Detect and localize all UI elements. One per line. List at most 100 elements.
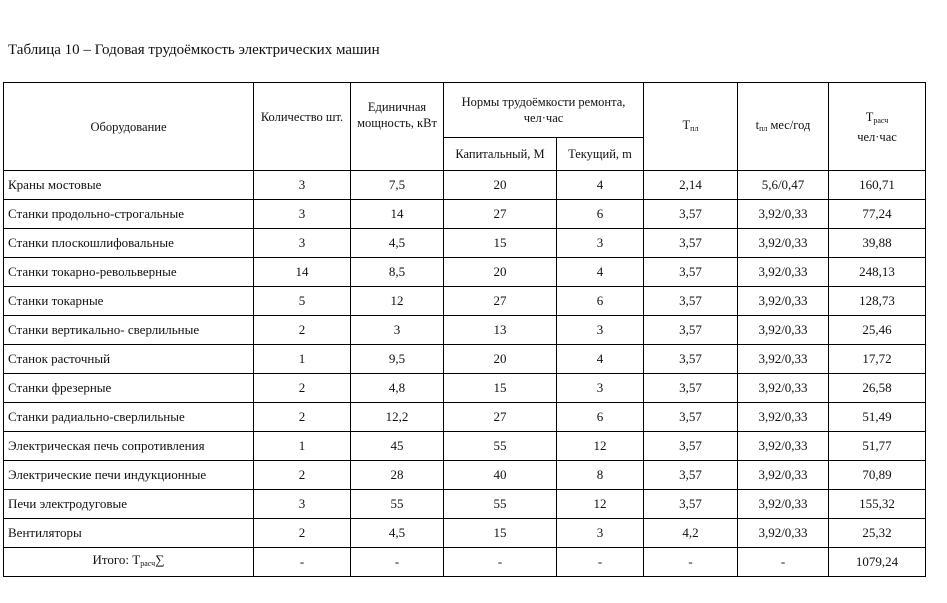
table-row: Электрическая печь сопротивления 1 45 55 12 3… xyxy=(3,431,926,461)
table-cell: 12 xyxy=(556,431,644,461)
table-cell: 3,92/0,33 xyxy=(737,315,829,345)
table-cell: 3,92/0,33 xyxy=(737,518,829,548)
table-row: Краны мостовые 3 7,5 20 4 2,14 5,6/0,47 160,71 xyxy=(3,170,926,200)
table-cell: 155,32 xyxy=(828,489,926,519)
table-cell: 7,5 xyxy=(350,170,444,200)
text: T xyxy=(865,109,874,124)
table-cell: 26,58 xyxy=(828,373,926,403)
table-cell: 20 xyxy=(443,344,557,374)
table-cell: 17,72 xyxy=(828,344,926,374)
table-cell: 27 xyxy=(443,199,557,229)
table-row: Вентиляторы 2 4,5 15 3 4,2 3,92/0,33 25,32 xyxy=(3,518,926,548)
table-cell: 3,57 xyxy=(643,402,738,432)
table-cell: 3,57 xyxy=(643,199,738,229)
table-cell: 3 xyxy=(556,518,644,548)
table-cell: - xyxy=(556,547,644,577)
table-cell: 3,57 xyxy=(643,315,738,345)
subscript: расч xyxy=(873,115,889,125)
table-cell: Электрическая печь сопротивления xyxy=(3,431,254,461)
table-cell: 3,57 xyxy=(643,286,738,316)
table-cell: 3,92/0,33 xyxy=(737,373,829,403)
table-cell: 3,92/0,33 xyxy=(737,257,829,287)
table-cell: Станок расточный xyxy=(3,344,254,374)
text: Итого: T xyxy=(92,552,141,567)
table-cell: Краны мостовые xyxy=(3,170,254,200)
subscript: пл xyxy=(690,123,699,133)
table-cell: 3,92/0,33 xyxy=(737,431,829,461)
text: чел·час xyxy=(857,129,897,144)
table-cell: Станки плоскошлифовальные xyxy=(3,228,254,258)
table-cell: 28 xyxy=(350,460,444,490)
table-cell: 2,14 xyxy=(643,170,738,200)
table-cell: 15 xyxy=(443,518,557,548)
table-row: Станки токарные 5 12 27 6 3,57 3,92/0,33 128,73 xyxy=(3,286,926,316)
header-cell: Капитальный, М xyxy=(443,137,557,171)
table-cell: 8,5 xyxy=(350,257,444,287)
table-cell: 5,6/0,47 xyxy=(737,170,829,200)
table-cell: 14 xyxy=(350,199,444,229)
table-cell: 128,73 xyxy=(828,286,926,316)
table-cell: 20 xyxy=(443,170,557,200)
table-cell: Вентиляторы xyxy=(3,518,254,548)
total-label: Итого: Tрасч∑ xyxy=(3,547,254,577)
caption: Таблица 10 – Годовая трудоёмкость электр… xyxy=(8,42,380,58)
table-cell: - xyxy=(643,547,738,577)
table-cell: 6 xyxy=(556,286,644,316)
table-cell: 3,57 xyxy=(643,489,738,519)
table-cell: - xyxy=(737,547,829,577)
table-cell: 12,2 xyxy=(350,402,444,432)
subscript: пл xyxy=(759,123,768,133)
table-cell: Станки радиально-сверлильные xyxy=(3,402,254,432)
header-cell: tпл мес/год xyxy=(737,82,829,171)
table-cell: 3 xyxy=(253,199,351,229)
table-cell: 4,8 xyxy=(350,373,444,403)
table-cell: 12 xyxy=(350,286,444,316)
table-cell: 55 xyxy=(350,489,444,519)
table-cell: - xyxy=(350,547,444,577)
table-cell: Печи электродуговые xyxy=(3,489,254,519)
table-cell: 3,57 xyxy=(643,431,738,461)
table-cell: 3,57 xyxy=(643,257,738,287)
table-row: Станки токарно-револьверные 14 8,5 20 4 3,57 3… xyxy=(3,257,926,287)
header-cell: Tпл xyxy=(643,82,738,171)
table-cell: 2 xyxy=(253,402,351,432)
table-cell: 3 xyxy=(556,228,644,258)
table: Оборудование Количество шт. Единичная мо… xyxy=(3,82,926,577)
text: T xyxy=(682,117,691,132)
table-cell: 4,5 xyxy=(350,518,444,548)
table-row: Станки радиально-сверлильные 2 12,2 27 6 3,57… xyxy=(3,402,926,432)
table-cell: 9,5 xyxy=(350,344,444,374)
table-row: Электрические печи индукционные 2 28 40 8 3,5… xyxy=(3,460,926,490)
table-cell: Электрические печи индукционные xyxy=(3,460,254,490)
table-cell: 3,92/0,33 xyxy=(737,344,829,374)
table-cell: 3 xyxy=(253,489,351,519)
table-cell: Станки токарные xyxy=(3,286,254,316)
table-cell: 3,57 xyxy=(643,460,738,490)
table-cell: 14 xyxy=(253,257,351,287)
table-cell: 25,46 xyxy=(828,315,926,345)
table-cell: 3,57 xyxy=(643,373,738,403)
table-cell: 3,92/0,33 xyxy=(737,228,829,258)
table-cell: Станки токарно-револьверные xyxy=(3,257,254,287)
table-cell: 70,89 xyxy=(828,460,926,490)
text: ∑ xyxy=(155,552,165,567)
table-cell: 15 xyxy=(443,373,557,403)
table-cell: 3 xyxy=(253,228,351,258)
table-cell: 3,92/0,33 xyxy=(737,199,829,229)
table-cell: 55 xyxy=(443,431,557,461)
table-cell: Станки продольно-строгальные xyxy=(3,199,254,229)
table-cell: 248,13 xyxy=(828,257,926,287)
table-cell: 1 xyxy=(253,431,351,461)
table-cell: 8 xyxy=(556,460,644,490)
table-cell: 12 xyxy=(556,489,644,519)
table-cell: 45 xyxy=(350,431,444,461)
table-cell: 25,32 xyxy=(828,518,926,548)
table-cell: 39,88 xyxy=(828,228,926,258)
table-row: Печи электродуговые 3 55 55 12 3,57 3,92/0,33 1… xyxy=(3,489,926,519)
table-cell: 6 xyxy=(556,199,644,229)
table-cell: 4,2 xyxy=(643,518,738,548)
table-row: Станки фрезерные 2 4,8 15 3 3,57 3,92/0,33 26,5… xyxy=(3,373,926,403)
table-cell: 1079,24 xyxy=(828,547,926,577)
table-cell: 4 xyxy=(556,257,644,287)
